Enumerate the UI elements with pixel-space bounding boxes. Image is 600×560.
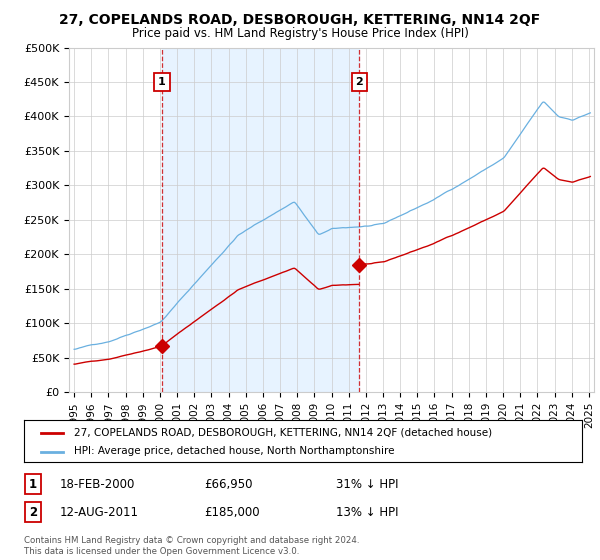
Text: 13% ↓ HPI: 13% ↓ HPI (336, 506, 398, 519)
Text: 1: 1 (29, 478, 37, 491)
Text: 27, COPELANDS ROAD, DESBOROUGH, KETTERING, NN14 2QF: 27, COPELANDS ROAD, DESBOROUGH, KETTERIN… (59, 13, 541, 27)
Text: 2: 2 (355, 77, 363, 87)
Text: 2: 2 (29, 506, 37, 519)
Text: Contains HM Land Registry data © Crown copyright and database right 2024.
This d: Contains HM Land Registry data © Crown c… (24, 536, 359, 556)
Text: 31% ↓ HPI: 31% ↓ HPI (336, 478, 398, 491)
Text: 18-FEB-2000: 18-FEB-2000 (60, 478, 136, 491)
Text: £185,000: £185,000 (204, 506, 260, 519)
Text: HPI: Average price, detached house, North Northamptonshire: HPI: Average price, detached house, Nort… (74, 446, 395, 456)
Bar (162, 48, 359, 392)
Text: 1: 1 (158, 77, 166, 87)
Text: 12-AUG-2011: 12-AUG-2011 (60, 506, 139, 519)
Text: 27, COPELANDS ROAD, DESBOROUGH, KETTERING, NN14 2QF (detached house): 27, COPELANDS ROAD, DESBOROUGH, KETTERIN… (74, 428, 493, 437)
Text: Price paid vs. HM Land Registry's House Price Index (HPI): Price paid vs. HM Land Registry's House … (131, 27, 469, 40)
Text: £66,950: £66,950 (204, 478, 253, 491)
